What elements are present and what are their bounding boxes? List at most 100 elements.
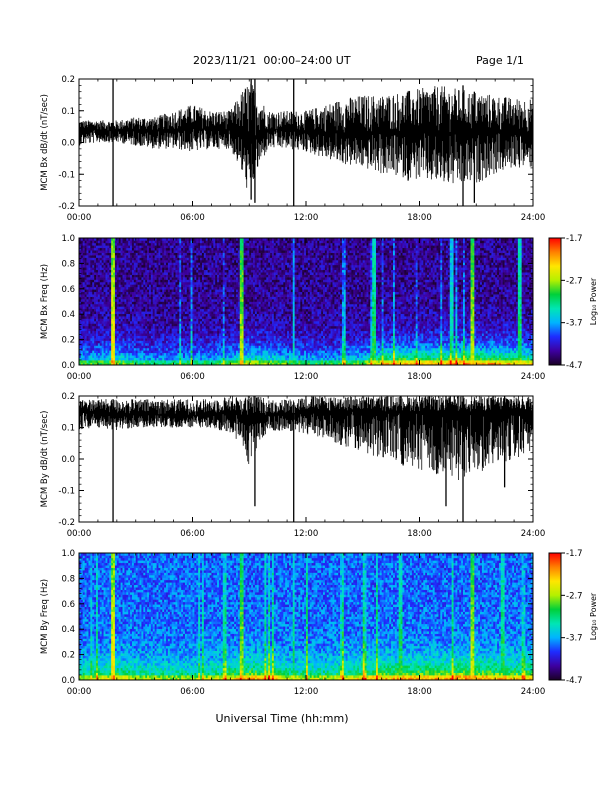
spectrogram-cell bbox=[166, 255, 168, 258]
spectrogram-cell bbox=[160, 358, 162, 361]
spectrogram-cell bbox=[191, 353, 193, 356]
spectrogram-cell bbox=[124, 284, 126, 287]
spectrogram-cell bbox=[128, 287, 130, 290]
spectrogram-cell bbox=[174, 262, 176, 265]
spectrogram-cell bbox=[172, 323, 174, 326]
spectrogram-cell bbox=[151, 292, 153, 295]
spectrogram-cell bbox=[228, 243, 230, 246]
spectrogram-cell bbox=[145, 270, 147, 273]
spectrogram-cell bbox=[202, 345, 204, 348]
spectrogram-cell bbox=[158, 294, 160, 297]
spectrogram-cell bbox=[136, 277, 138, 280]
spectrogram-cell bbox=[221, 353, 223, 356]
spectrogram-cell bbox=[102, 358, 104, 361]
spectrogram-cell bbox=[215, 284, 217, 287]
spectrogram-cell bbox=[240, 358, 242, 361]
spectrogram-cell bbox=[242, 358, 244, 361]
spectrogram-cell bbox=[215, 348, 217, 351]
spectrogram-cell bbox=[102, 284, 104, 287]
spectrogram-cell bbox=[179, 328, 181, 331]
spectrogram-cell bbox=[200, 348, 202, 351]
spectrogram-cell bbox=[113, 323, 115, 326]
spectrogram-cell bbox=[100, 319, 102, 322]
spectrogram-cell bbox=[164, 299, 166, 302]
spectrogram-cell bbox=[234, 323, 236, 326]
spectrogram-cell bbox=[245, 280, 247, 283]
spectrogram-cell bbox=[117, 280, 119, 283]
spectrogram-cell bbox=[92, 323, 94, 326]
spectrogram-cell bbox=[193, 280, 195, 283]
spectrogram-cell bbox=[225, 302, 227, 305]
spectrogram-cell bbox=[153, 260, 155, 263]
spectrogram-cell bbox=[183, 245, 185, 248]
spectrogram-cell bbox=[193, 253, 195, 256]
spectrogram-cell bbox=[160, 343, 162, 346]
y-tick-label: 0.0 bbox=[61, 139, 75, 149]
spectrogram-cell bbox=[123, 289, 125, 292]
spectrogram-cell bbox=[104, 243, 106, 246]
spectrogram-cell bbox=[153, 304, 155, 307]
spectrogram-cell bbox=[213, 323, 215, 326]
spectrogram-cell bbox=[132, 272, 134, 275]
spectrogram-cell bbox=[200, 338, 202, 341]
spectrogram-cell bbox=[253, 245, 255, 248]
spectrogram-cell bbox=[111, 253, 113, 256]
spectrogram-cell bbox=[198, 282, 200, 285]
spectrogram-cell bbox=[183, 316, 185, 319]
spectrogram-cell bbox=[191, 243, 193, 246]
spectrogram-cell bbox=[204, 240, 206, 243]
spectrogram-cell bbox=[247, 267, 249, 270]
spectrogram-cell bbox=[111, 260, 113, 263]
spectrogram-cell bbox=[87, 260, 89, 263]
spectrogram-cell bbox=[162, 265, 164, 268]
spectrogram-cell bbox=[126, 258, 128, 261]
spectrogram-cell bbox=[168, 277, 170, 280]
spectrogram-cell bbox=[210, 287, 212, 290]
spectrogram-cell bbox=[179, 265, 181, 268]
spectrogram-cell bbox=[145, 323, 147, 326]
spectrogram-cell bbox=[149, 336, 151, 339]
spectrogram-cell bbox=[138, 248, 140, 251]
spectrogram-cell bbox=[87, 297, 89, 300]
spectrogram-cell bbox=[87, 282, 89, 285]
spectrogram-cell bbox=[196, 284, 198, 287]
spectrogram-cell bbox=[223, 243, 225, 246]
spectrogram-cell bbox=[88, 260, 90, 263]
spectrogram-cell bbox=[187, 287, 189, 290]
spectrogram-cell bbox=[247, 311, 249, 314]
spectrogram-cell bbox=[170, 258, 172, 261]
spectrogram-cell bbox=[124, 360, 126, 363]
spectrogram-cell bbox=[149, 294, 151, 297]
spectrogram-cell bbox=[121, 253, 123, 256]
spectrogram-cell bbox=[87, 336, 89, 339]
spectrogram-cell bbox=[208, 348, 210, 351]
spectrogram-cell bbox=[160, 240, 162, 243]
spectrogram-cell bbox=[210, 292, 212, 295]
spectrogram-cell bbox=[198, 345, 200, 348]
spectrogram-cell bbox=[221, 348, 223, 351]
spectrogram-cell bbox=[140, 297, 142, 300]
spectrogram-cell bbox=[198, 260, 200, 263]
spectrogram-cell bbox=[168, 306, 170, 309]
spectrogram-cell bbox=[92, 245, 94, 248]
spectrogram-cell bbox=[96, 314, 98, 317]
spectrogram-cell bbox=[96, 323, 98, 326]
spectrogram-cell bbox=[236, 319, 238, 322]
spectrogram-cell bbox=[194, 336, 196, 339]
spectrogram-cell bbox=[166, 341, 168, 344]
spectrogram-cell bbox=[160, 333, 162, 336]
spectrogram-cell bbox=[121, 248, 123, 251]
spectrogram-cell bbox=[202, 360, 204, 363]
spectrogram-cell bbox=[228, 253, 230, 256]
spectrogram-cell bbox=[124, 297, 126, 300]
spectrogram-cell bbox=[240, 284, 242, 287]
spectrogram-cell bbox=[225, 341, 227, 344]
spectrogram-cell bbox=[164, 336, 166, 339]
spectrogram-cell bbox=[88, 355, 90, 358]
spectrogram-cell bbox=[92, 316, 94, 319]
spectrogram-cell bbox=[151, 275, 153, 278]
spectrogram-cell bbox=[98, 309, 100, 312]
spectrogram-cell bbox=[149, 243, 151, 246]
spectrogram-cell bbox=[211, 248, 213, 251]
spectrogram-cell bbox=[170, 243, 172, 246]
